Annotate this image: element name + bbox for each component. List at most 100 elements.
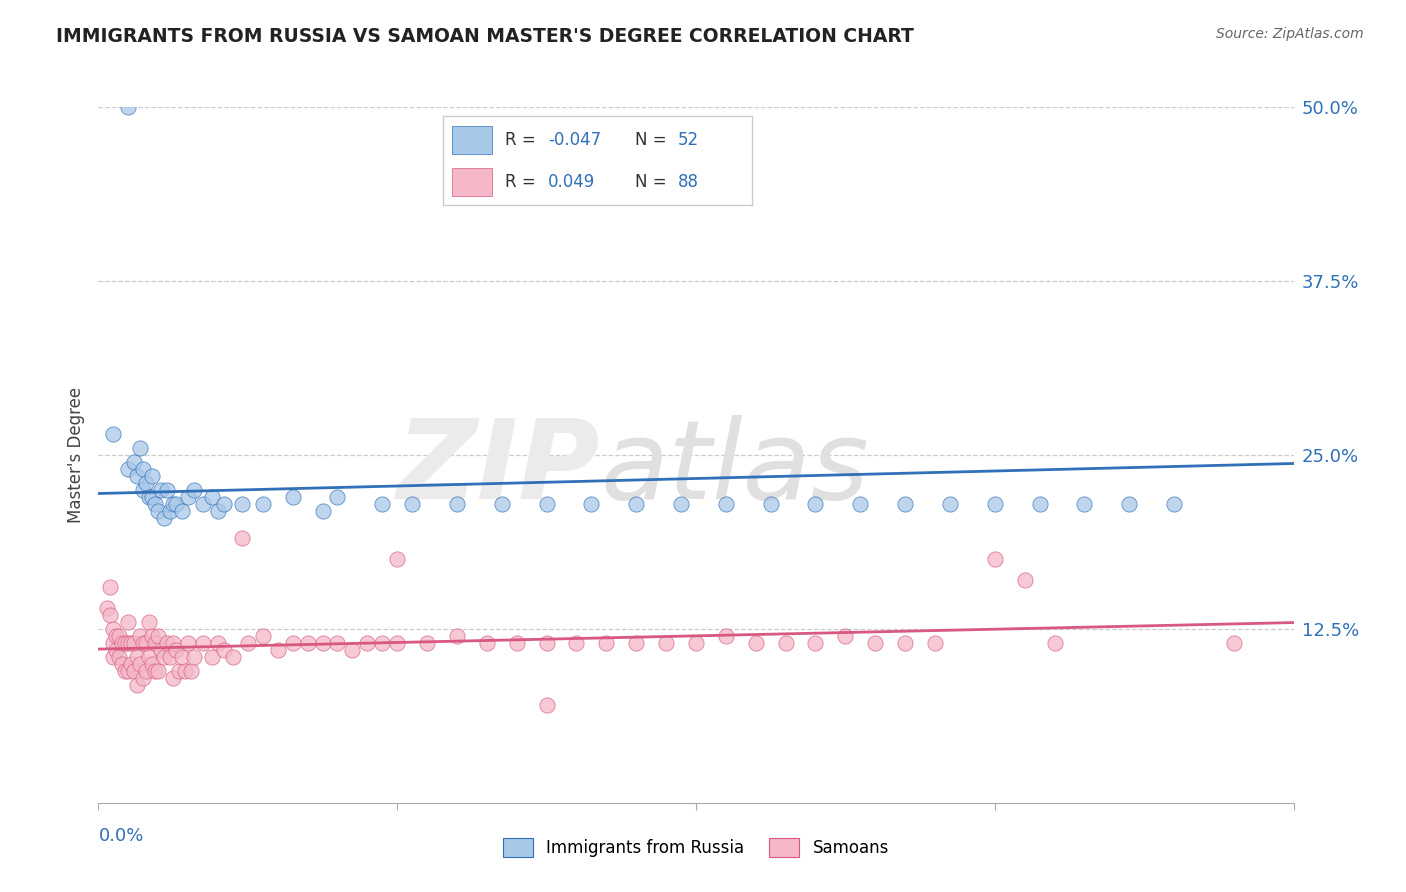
Point	[191, 636, 214, 650]
Point	[1043, 636, 1066, 650]
Point	[143, 636, 166, 650]
Point	[141, 468, 163, 483]
Point	[141, 490, 163, 504]
Point	[371, 636, 394, 650]
Point	[624, 497, 647, 511]
Point	[132, 483, 155, 497]
Point	[120, 636, 142, 650]
Bar	[453, 126, 492, 154]
Point	[311, 503, 333, 517]
Point	[150, 483, 173, 497]
Point	[201, 490, 224, 504]
Point	[141, 657, 163, 671]
Point	[775, 636, 797, 650]
Point	[446, 497, 468, 511]
Text: 0.049: 0.049	[548, 173, 595, 191]
Point	[111, 657, 134, 671]
Point	[162, 636, 184, 650]
Point	[834, 629, 856, 643]
Point	[356, 636, 378, 650]
Point	[1028, 497, 1050, 511]
Point	[180, 664, 202, 678]
Point	[98, 607, 122, 622]
Point	[108, 649, 131, 664]
Point	[207, 503, 229, 517]
Point	[124, 636, 146, 650]
Text: R =: R =	[505, 131, 541, 149]
Point	[231, 532, 253, 546]
Point	[117, 462, 139, 476]
Point	[207, 636, 229, 650]
Point	[135, 475, 157, 490]
Point	[159, 649, 181, 664]
Point	[127, 649, 149, 664]
Point	[117, 636, 139, 650]
Point	[669, 497, 692, 511]
Point	[191, 497, 214, 511]
Point	[475, 636, 498, 650]
Point	[177, 636, 200, 650]
Point	[103, 427, 125, 442]
Text: 88: 88	[678, 173, 699, 191]
Point	[385, 552, 409, 566]
Point	[342, 642, 364, 657]
Point	[252, 629, 274, 643]
Text: N =: N =	[634, 131, 672, 149]
Point	[983, 497, 1005, 511]
Point	[114, 664, 136, 678]
Point	[1014, 573, 1036, 587]
Point	[105, 642, 128, 657]
Point	[745, 636, 768, 650]
Point	[446, 629, 468, 643]
Point	[894, 497, 917, 511]
Point	[685, 636, 707, 650]
Point	[326, 490, 349, 504]
Point	[804, 497, 827, 511]
Point	[127, 468, 149, 483]
Text: N =: N =	[634, 173, 672, 191]
Point	[581, 497, 603, 511]
Point	[105, 629, 128, 643]
Point	[153, 649, 176, 664]
Text: Source: ZipAtlas.com: Source: ZipAtlas.com	[1216, 27, 1364, 41]
Point	[183, 483, 205, 497]
Point	[165, 497, 187, 511]
Y-axis label: Master's Degree: Master's Degree	[66, 387, 84, 523]
Point	[150, 642, 173, 657]
Point	[135, 664, 157, 678]
Point	[595, 636, 617, 650]
Point	[536, 698, 558, 713]
Point	[231, 497, 253, 511]
Point	[132, 462, 155, 476]
Text: -0.047: -0.047	[548, 131, 602, 149]
Point	[311, 636, 333, 650]
Point	[267, 642, 290, 657]
Point	[236, 636, 259, 650]
Point	[132, 671, 155, 685]
Point	[148, 503, 170, 517]
Point	[924, 636, 946, 650]
Point	[849, 497, 872, 511]
Point	[252, 497, 274, 511]
Point	[759, 497, 782, 511]
Point	[172, 503, 194, 517]
Point	[983, 552, 1005, 566]
Point	[129, 441, 152, 455]
Point	[865, 636, 887, 650]
Point	[141, 629, 163, 643]
Point	[159, 503, 181, 517]
Point	[297, 636, 319, 650]
Point	[174, 664, 197, 678]
Point	[143, 497, 166, 511]
Point	[281, 490, 304, 504]
Point	[108, 629, 131, 643]
Point	[124, 664, 146, 678]
Bar	[453, 168, 492, 196]
Text: atlas: atlas	[600, 416, 869, 523]
Point	[103, 622, 125, 636]
Point	[103, 636, 125, 650]
Point	[138, 490, 160, 504]
Point	[624, 636, 647, 650]
Point	[506, 636, 529, 650]
Point	[536, 497, 558, 511]
